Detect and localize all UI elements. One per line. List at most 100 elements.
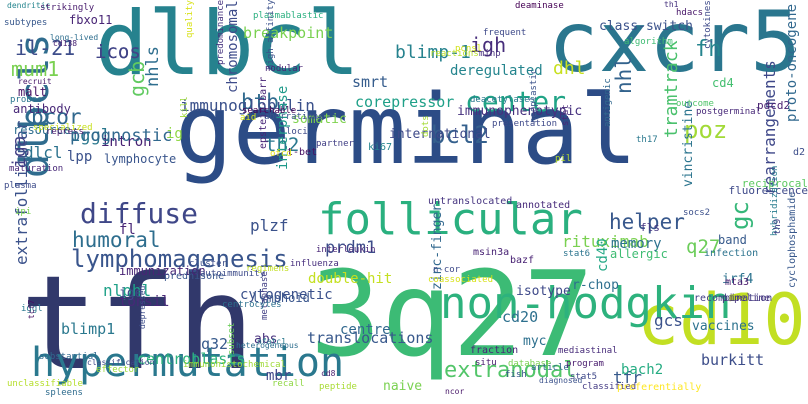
cloud-word: cyclophosphamide <box>787 191 798 288</box>
cloud-word: blimp1 <box>61 320 116 338</box>
cloud-word: fls <box>640 221 660 234</box>
cloud-word: diffuse <box>80 197 199 230</box>
cloud-word: cd8 <box>321 369 336 378</box>
cloud-word: recruit <box>18 77 52 86</box>
cloud-word: helper <box>609 210 685 234</box>
cloud-word: dlbcl <box>95 0 360 95</box>
cloud-word: cd4 <box>712 76 734 90</box>
cloud-word: gc <box>726 201 754 230</box>
cloud-word: antibody <box>13 102 71 116</box>
cloud-word: igh <box>470 33 507 57</box>
cloud-word: deaminase <box>515 1 564 11</box>
cloud-word: immunoglobulin <box>180 96 315 115</box>
cloud-word: dlcl <box>24 143 63 162</box>
cloud-word: ipi <box>15 207 32 217</box>
cloud-word: poz <box>684 116 728 144</box>
cloud-word: cd10 <box>637 279 806 361</box>
cloud-word: pdcd2 <box>757 99 791 112</box>
cloud-word: cd20 <box>502 308 539 326</box>
cloud-word: mediastinal <box>558 346 618 356</box>
cloud-word: dendritic <box>7 1 51 10</box>
cloud-word: bcl2 <box>431 121 489 149</box>
cloud-word: situ <box>475 358 497 368</box>
cloud-word: q27 <box>686 236 721 258</box>
cloud-word: double-hit <box>308 271 393 287</box>
cloud-word: centroblasts <box>137 350 246 368</box>
cloud-word: centre <box>340 322 391 338</box>
cloud-word: burkitt <box>701 351 765 369</box>
cloud-word: tcf7 <box>27 299 36 319</box>
cloud-word: infection <box>704 248 759 259</box>
cloud-word: preferentially <box>617 382 702 393</box>
cloud-word: blimp-1 <box>395 42 471 63</box>
cloud-word: deacetylases <box>470 95 536 105</box>
cloud-word: non-hodgkin <box>440 278 732 329</box>
cloud-word: heterogeneous <box>236 341 299 350</box>
cloud-word: outcome <box>676 99 714 109</box>
cloud-word: fbxo11 <box>69 13 113 27</box>
cloud-word: n-cor <box>433 265 461 275</box>
cloud-word: subtypes <box>4 18 48 28</box>
cloud-word: rituximab <box>562 232 649 251</box>
cloud-word: fl <box>119 222 136 238</box>
cloud-word: irf4 <box>722 272 754 287</box>
cloud-word: chromosomal <box>225 0 241 93</box>
cloud-word: cytokines <box>703 0 713 49</box>
cloud-word: socs2 <box>683 208 711 218</box>
cloud-word: deregulated <box>450 63 543 79</box>
cloud-word: bach2 <box>621 362 664 378</box>
cloud-word: annotated <box>516 200 571 211</box>
cloud-word: smrt <box>352 73 389 91</box>
cloud-word: center <box>465 85 567 118</box>
cloud-word: q32 <box>201 335 229 353</box>
cloud-word: immunophenotypic <box>457 104 583 119</box>
cloud-word: program <box>566 359 604 369</box>
cloud-word: metaphase <box>260 271 270 320</box>
cloud-word: prdm1 <box>325 238 377 258</box>
cloud-word: hypermutation <box>31 340 345 386</box>
cloud-word: intron <box>101 134 152 150</box>
cloud-word: ige <box>119 286 143 301</box>
cloud-word: tfh <box>20 247 255 399</box>
cloud-word: extrafollicular <box>12 120 31 266</box>
cloud-word: subset <box>227 322 237 355</box>
cloud-word: minp <box>479 49 501 59</box>
cloud-word: tramtrack <box>661 40 682 138</box>
cloud-word: predominance <box>216 0 226 66</box>
cloud-word: dhl <box>553 58 586 79</box>
cloud-word: vaccines <box>692 319 755 334</box>
cloud-word: substantial <box>39 352 99 362</box>
cloud-word: breakpoint <box>243 24 334 42</box>
cloud-word: article <box>531 363 569 373</box>
cloud-word: plasma <box>4 181 37 191</box>
cloud-word: stat6 <box>563 249 591 259</box>
cloud-word: iggl <box>21 304 43 314</box>
cloud-word: high-affinity <box>266 0 276 71</box>
cloud-word: quality <box>185 0 195 38</box>
cloud-word: immunohistochemical <box>183 360 286 370</box>
cloud-word: depressed <box>138 285 147 329</box>
cloud-word: mbr <box>266 368 292 384</box>
cloud-word: stat5 <box>570 372 598 382</box>
cloud-word: th1 <box>664 0 679 9</box>
cloud-word: th17 <box>636 135 658 145</box>
cloud-word: lymphomagenesis <box>71 245 288 273</box>
cloud-word: resource <box>13 123 71 137</box>
cloud-word: lymphocyte <box>104 152 177 166</box>
cloud-word: nfatc1 <box>257 337 286 346</box>
cloud-word: class-switch <box>599 19 693 34</box>
cloud-word: allergic <box>610 247 668 261</box>
cloud-word: tfr <box>613 368 642 387</box>
cloud-word: pipeline <box>722 293 771 304</box>
cloud-word: frequent <box>483 28 527 38</box>
cloud-word: tonsil <box>119 294 170 310</box>
cloud-word: fraction <box>470 345 519 356</box>
cloud-word: nlphl <box>103 281 152 300</box>
cloud-word: international <box>389 127 491 142</box>
cloud-word: ofcd <box>270 149 292 159</box>
cloud-word: th9 <box>773 218 783 235</box>
cloud-word: postgerminal <box>696 107 762 117</box>
cloud-word: dots <box>421 115 431 137</box>
cloud-word: proto-oncogene <box>784 3 800 122</box>
